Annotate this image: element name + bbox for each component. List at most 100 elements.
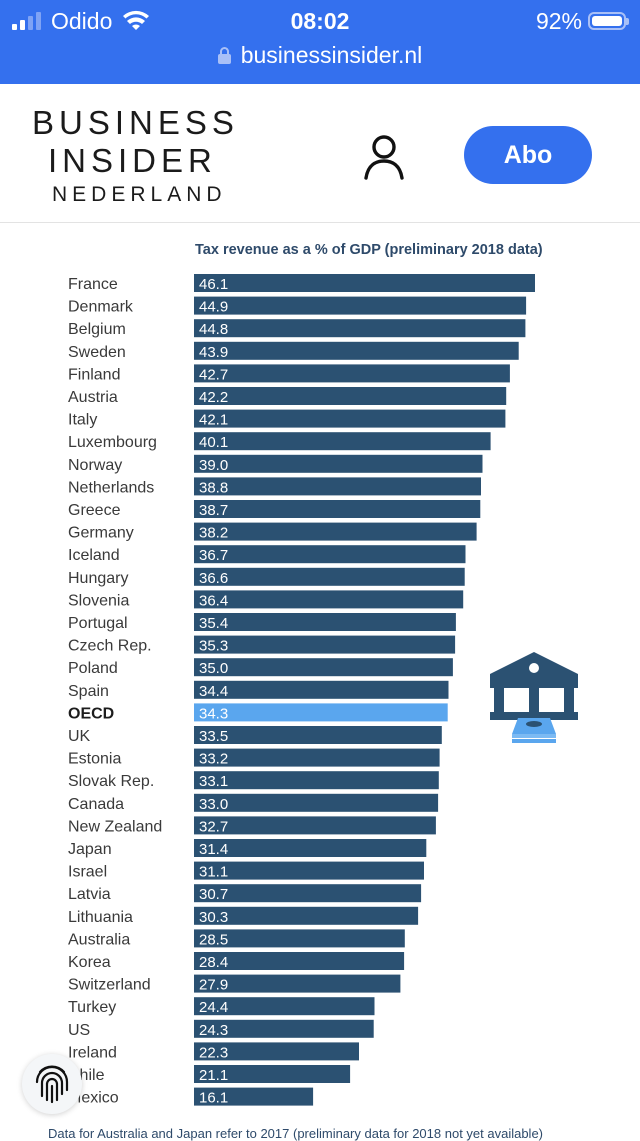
value-label: 35.0: [199, 660, 228, 677]
category-label: Greece: [68, 502, 121, 519]
category-label: Luxembourg: [68, 434, 157, 451]
category-label: Estonia: [68, 751, 121, 768]
value-label: 40.1: [199, 434, 228, 451]
category-label: Sweden: [68, 344, 126, 361]
value-label: 44.8: [199, 321, 228, 338]
bar: [194, 884, 422, 903]
category-label: Canada: [68, 796, 124, 813]
category-label: Hungary: [68, 570, 128, 587]
logo-line-1: BUSINESS: [32, 104, 239, 141]
bar: [194, 771, 439, 790]
bar: [194, 635, 456, 654]
carrier-name: Odido: [51, 7, 113, 34]
category-label: Israel: [68, 864, 107, 881]
bar: [194, 613, 456, 631]
bar: [194, 974, 401, 993]
logo-line-2: INSIDER: [48, 142, 217, 179]
bar: [194, 1019, 374, 1038]
value-label: 42.1: [199, 412, 228, 429]
subscribe-button[interactable]: Abo: [464, 126, 592, 184]
fingerprint-icon: [35, 1065, 69, 1104]
category-label: Slovenia: [68, 592, 129, 609]
category-label: Germany: [68, 525, 134, 542]
value-label: 31.1: [199, 864, 228, 881]
bank-with-money-icon: [490, 652, 578, 743]
value-label: 35.4: [199, 615, 228, 632]
battery-icon: [588, 12, 629, 30]
category-label: Italy: [68, 412, 97, 429]
bar: [194, 952, 405, 970]
bar: [194, 929, 405, 948]
url-text[interactable]: businessinsider.nl: [240, 41, 423, 68]
bar: [194, 296, 527, 315]
bar: [194, 319, 526, 338]
bar: [194, 274, 535, 292]
category-label: Latvia: [68, 886, 111, 903]
bar: [194, 1065, 351, 1083]
value-label: 34.3: [199, 705, 228, 722]
bar: [194, 454, 483, 473]
status-bar: Odido 08:02 92% businessinsider.nl: [0, 0, 640, 84]
value-label: 36.4: [199, 592, 228, 609]
category-label: Iceland: [68, 547, 120, 564]
category-label: Portugal: [68, 615, 128, 632]
value-label: 36.7: [199, 547, 228, 564]
category-label: Slovak Rep.: [68, 773, 154, 790]
bar-chart-svg: France 46.1 Denmark 44.9 Belgium 44.8 Sweden 43…: [68, 274, 535, 1107]
category-label: France: [68, 276, 118, 293]
signal-icon: [12, 12, 41, 30]
value-label: 28.5: [199, 931, 228, 948]
category-label: US: [68, 1022, 90, 1039]
bar: [194, 341, 519, 360]
category-label: Spain: [68, 683, 109, 700]
bar: [194, 387, 507, 405]
bar: [194, 793, 439, 812]
value-label: 42.2: [199, 389, 228, 406]
fingerprint-button[interactable]: [22, 1054, 82, 1114]
category-label: Japan: [68, 841, 112, 858]
value-label: 36.6: [199, 570, 228, 587]
category-label: OECD: [68, 705, 114, 722]
bar: [194, 816, 436, 835]
value-label: 33.1: [199, 773, 228, 790]
bar: [194, 477, 481, 496]
bar: [194, 590, 464, 609]
tax-revenue-chart: Tax revenue as a % of GDP (preliminary 2…: [0, 222, 640, 1141]
category-label: Austria: [68, 389, 118, 406]
site-header: BUSINESS INSIDER NEDERLAND Abo: [0, 84, 640, 223]
category-label: Netherlands: [68, 479, 154, 496]
value-label: 35.3: [199, 638, 228, 655]
category-label: Mexico: [68, 1090, 119, 1107]
value-label: 38.8: [199, 479, 228, 496]
value-label: 33.5: [199, 728, 228, 745]
category-label: New Zealand: [68, 818, 162, 835]
value-label: 43.9: [199, 344, 228, 361]
value-label: 38.7: [199, 502, 228, 519]
value-label: 44.9: [199, 299, 228, 316]
value-label: 42.7: [199, 366, 228, 383]
battery-percent: 92%: [535, 7, 582, 34]
chart-title: Tax revenue as a % of GDP (preliminary 2…: [195, 242, 543, 258]
value-label: 46.1: [199, 276, 228, 293]
value-label: 30.3: [199, 909, 228, 926]
site-logo[interactable]: BUSINESS INSIDER NEDERLAND: [32, 104, 239, 210]
category-label: Czech Rep.: [68, 638, 152, 655]
bar: [194, 839, 427, 857]
bar: [194, 997, 375, 1016]
chart-footnote: Data for Australia and Japan refer to 20…: [48, 1126, 544, 1141]
bar: [194, 1042, 359, 1061]
bar: [194, 567, 465, 586]
value-label: 32.7: [199, 818, 228, 835]
category-label: Belgium: [68, 321, 126, 338]
value-label: 34.4: [199, 683, 228, 700]
value-label: 33.0: [199, 796, 228, 813]
bar: [194, 545, 466, 564]
category-label: Ireland: [68, 1044, 117, 1061]
bar: [194, 726, 442, 744]
user-account-icon[interactable]: [362, 134, 406, 180]
bar: [194, 522, 477, 541]
value-label: 33.2: [199, 751, 228, 768]
value-label: 24.3: [199, 1022, 228, 1039]
bar: [194, 364, 510, 383]
address-bar[interactable]: businessinsider.nl: [0, 38, 640, 72]
